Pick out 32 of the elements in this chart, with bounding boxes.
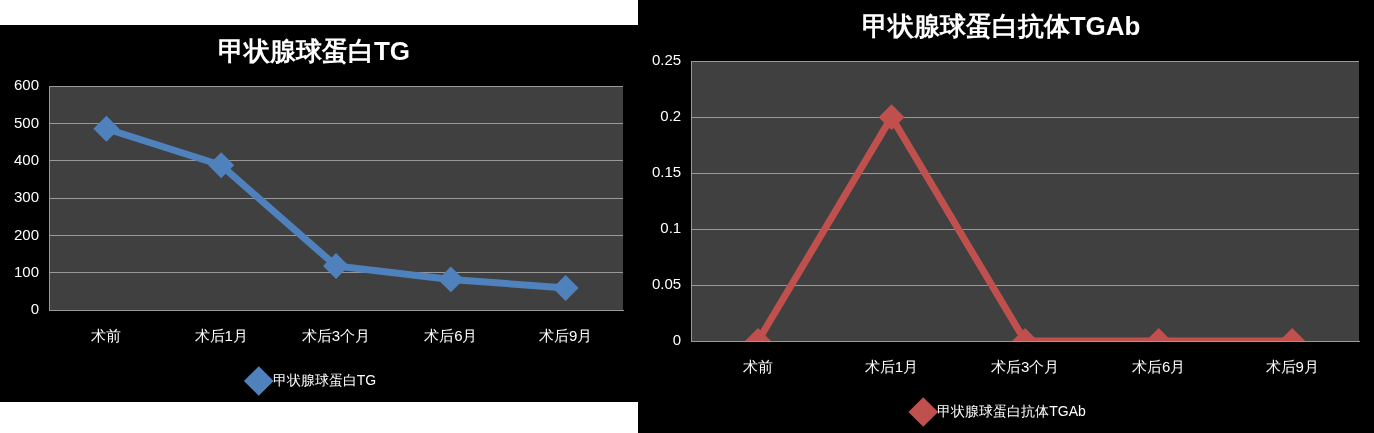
x-tick-label: 术前 <box>91 327 122 345</box>
y-tick-label: 400 <box>14 150 40 168</box>
point <box>209 153 233 177</box>
y-tick-label: 0.05 <box>651 275 682 293</box>
point <box>554 276 578 300</box>
x-tick-label: 术后6月 <box>424 327 478 345</box>
x-tick-label: 术后3个月 <box>301 327 371 345</box>
y-tick-label: 500 <box>14 113 40 131</box>
legend-label: 甲状腺球蛋白TG <box>272 371 377 388</box>
x-tick-label: 术后3个月 <box>990 358 1060 376</box>
x-tick-label: 术后9月 <box>538 327 593 345</box>
chart-title: 甲状腺球蛋白TG <box>217 35 411 66</box>
y-tick-label: 300 <box>14 188 40 206</box>
x-tick-label: 术后1月 <box>864 358 919 376</box>
y-tick-label: 0 <box>672 331 682 349</box>
point <box>439 267 463 291</box>
y-tick-label: 0.15 <box>651 163 682 181</box>
x-tick-label: 术后6月 <box>1131 358 1186 376</box>
legend-label: 甲状腺球蛋白抗体TGAb <box>937 402 1086 419</box>
x-tick-label: 术后9月 <box>1265 358 1319 376</box>
x-tick-label: 术后1月 <box>194 327 248 345</box>
chart-title: 甲状腺球蛋白抗体TGAb <box>861 10 1141 41</box>
point <box>94 117 118 141</box>
y-tick-label: 0.2 <box>660 107 682 125</box>
y-tick-label: 0 <box>30 300 40 318</box>
y-tick-label: 600 <box>14 76 40 94</box>
point <box>324 254 348 278</box>
y-tick-label: 200 <box>14 225 40 243</box>
y-tick-label: 0.1 <box>660 219 682 237</box>
y-tick-label: 0.25 <box>651 51 682 69</box>
x-tick-label: 术前 <box>742 358 773 376</box>
y-tick-label: 100 <box>14 262 40 280</box>
